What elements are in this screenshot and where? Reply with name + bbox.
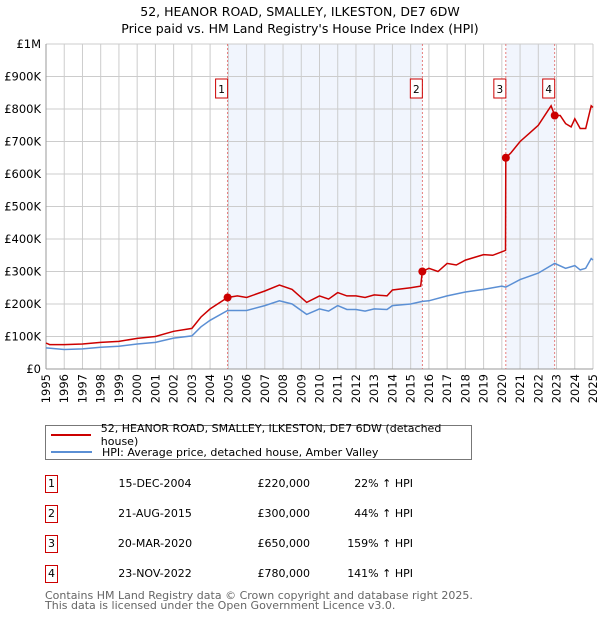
sale-marker-badge: 2 xyxy=(45,505,58,523)
sale-date: 21-AUG-2015 xyxy=(118,507,192,520)
y-tick-label: £500K xyxy=(4,200,41,214)
sale-price: £650,000 xyxy=(257,537,311,550)
y-tick-label: £400K xyxy=(4,232,41,246)
sale-price: £300,000 xyxy=(257,507,311,520)
x-tick-label: 2002 xyxy=(167,374,181,403)
legend-label: 52, HEANOR ROAD, SMALLEY, ILKESTON, DE7 … xyxy=(100,422,442,448)
x-tick-label: 2019 xyxy=(477,374,491,403)
x-tick-label: 2021 xyxy=(513,374,527,403)
x-tick-label: 2014 xyxy=(385,374,399,403)
sale-price: £780,000 xyxy=(257,567,311,580)
sale-marker-badge: 4 xyxy=(45,565,58,583)
x-tick-label: 2017 xyxy=(440,374,454,403)
x-tick-label: 2024 xyxy=(568,374,582,403)
sale-hpi-change: 22% ↑ HPI xyxy=(354,477,413,490)
sale-badge-label: 1 xyxy=(218,84,225,96)
legend: 52, HEANOR ROAD, SMALLEY, ILKESTON, DE7 … xyxy=(45,422,472,460)
price-chart: 1995 1996 1997 1998 1999 2000 2001 2002 2003 2004… xyxy=(4,37,600,403)
x-tick-label: 2013 xyxy=(367,374,381,403)
x-tick-label: 2018 xyxy=(458,374,472,403)
sale-point xyxy=(418,267,427,276)
sale-point xyxy=(501,153,510,162)
sale-marker-badge: 1 xyxy=(45,475,58,493)
y-tick-label: £1M xyxy=(16,37,41,51)
legend-swatch-blue xyxy=(51,451,92,453)
y-tick-label: £0 xyxy=(26,362,41,376)
x-tick-label: 2023 xyxy=(550,374,564,403)
chart-title: 52, HEANOR ROAD, SMALLEY, ILKESTON, DE7 … xyxy=(140,4,460,19)
sale-date: 20-MAR-2020 xyxy=(117,537,193,550)
sale-badge-box xyxy=(409,78,423,99)
y-tick-label: £200K xyxy=(4,297,41,311)
x-tick-label: 2015 xyxy=(404,374,418,403)
x-tick-label: 2006 xyxy=(240,374,254,403)
sale-hpi-change: 141% ↑ HPI xyxy=(347,567,413,580)
y-tick-label: £100K xyxy=(4,330,41,344)
footer-licence: This data is licensed under the Open Gov… xyxy=(45,599,396,612)
x-tick-label: 1996 xyxy=(57,374,71,403)
sale-date: 23-NOV-2022 xyxy=(118,567,192,580)
x-tick-label: 2012 xyxy=(349,374,363,403)
sale-row: 4 23-NOV-2022 £780,000 141% ↑ HPI xyxy=(45,565,465,583)
x-tick-label: 2000 xyxy=(130,374,144,403)
sale-hpi-change: 44% ↑ HPI xyxy=(354,507,413,520)
chart-subtitle: Price paid vs. HM Land Registry's House … xyxy=(121,21,479,36)
sale-badge-box xyxy=(215,78,229,99)
x-tick-label: 2001 xyxy=(148,374,162,403)
sale-badge-label: 4 xyxy=(545,84,552,96)
x-tick-label: 2009 xyxy=(294,374,308,403)
x-tick-label: 2004 xyxy=(203,374,217,403)
x-tick-label: 1997 xyxy=(75,374,89,403)
sale-point xyxy=(223,293,232,302)
x-tick-label: 2025 xyxy=(586,374,600,403)
x-tick-label: 2005 xyxy=(221,374,235,403)
x-tick-label: 2016 xyxy=(422,374,436,403)
sale-row: 2 21-AUG-2015 £300,000 44% ↑ HPI xyxy=(45,505,465,523)
sale-point xyxy=(550,111,559,120)
x-tick-label: 2007 xyxy=(258,374,272,403)
x-tick-label: 2008 xyxy=(276,374,290,403)
y-tick-label: £800K xyxy=(4,102,41,116)
x-tick-label: 2020 xyxy=(495,374,509,403)
sale-badge-label: 2 xyxy=(413,84,420,96)
y-tick-label: £700K xyxy=(4,135,41,149)
footer-copyright: Contains HM Land Registry data © Crown c… xyxy=(45,589,473,602)
sale-date: 15-DEC-2004 xyxy=(118,477,192,490)
x-tick-label: 2022 xyxy=(531,374,545,403)
sale-badge-label: 3 xyxy=(497,84,504,96)
x-tick-label: 1998 xyxy=(94,374,108,403)
x-tick-label: 1995 xyxy=(39,374,53,403)
y-tick-label: £300K xyxy=(4,265,41,279)
x-tick-label: 2003 xyxy=(185,374,199,403)
y-tick-label: £600K xyxy=(4,167,41,181)
legend-label: HPI: Average price, detached house, Ambe… xyxy=(102,445,379,459)
property-price-line xyxy=(45,104,594,346)
sale-hpi-change: 159% ↑ HPI xyxy=(347,537,413,550)
sale-price: £220,000 xyxy=(257,477,311,490)
sale-marker-badge: 3 xyxy=(45,535,58,553)
sale-badge-box xyxy=(542,78,556,99)
legend-item-property: 52, HEANOR ROAD, SMALLEY, ILKESTON, DE7 … xyxy=(46,422,471,448)
legend-swatch-red xyxy=(51,434,91,436)
legend-item-hpi: HPI: Average price, detached house, Ambe… xyxy=(46,444,378,460)
x-tick-label: 2011 xyxy=(331,374,345,403)
y-tick-label: £900K xyxy=(4,70,41,84)
x-tick-label: 2010 xyxy=(313,374,327,403)
sale-badge-box xyxy=(493,78,507,99)
sale-row: 1 15-DEC-2004 £220,000 22% ↑ HPI xyxy=(45,475,465,493)
x-tick-label: 1999 xyxy=(112,374,126,403)
hpi-line xyxy=(45,257,594,351)
sale-row: 3 20-MAR-2020 £650,000 159% ↑ HPI xyxy=(45,535,465,553)
